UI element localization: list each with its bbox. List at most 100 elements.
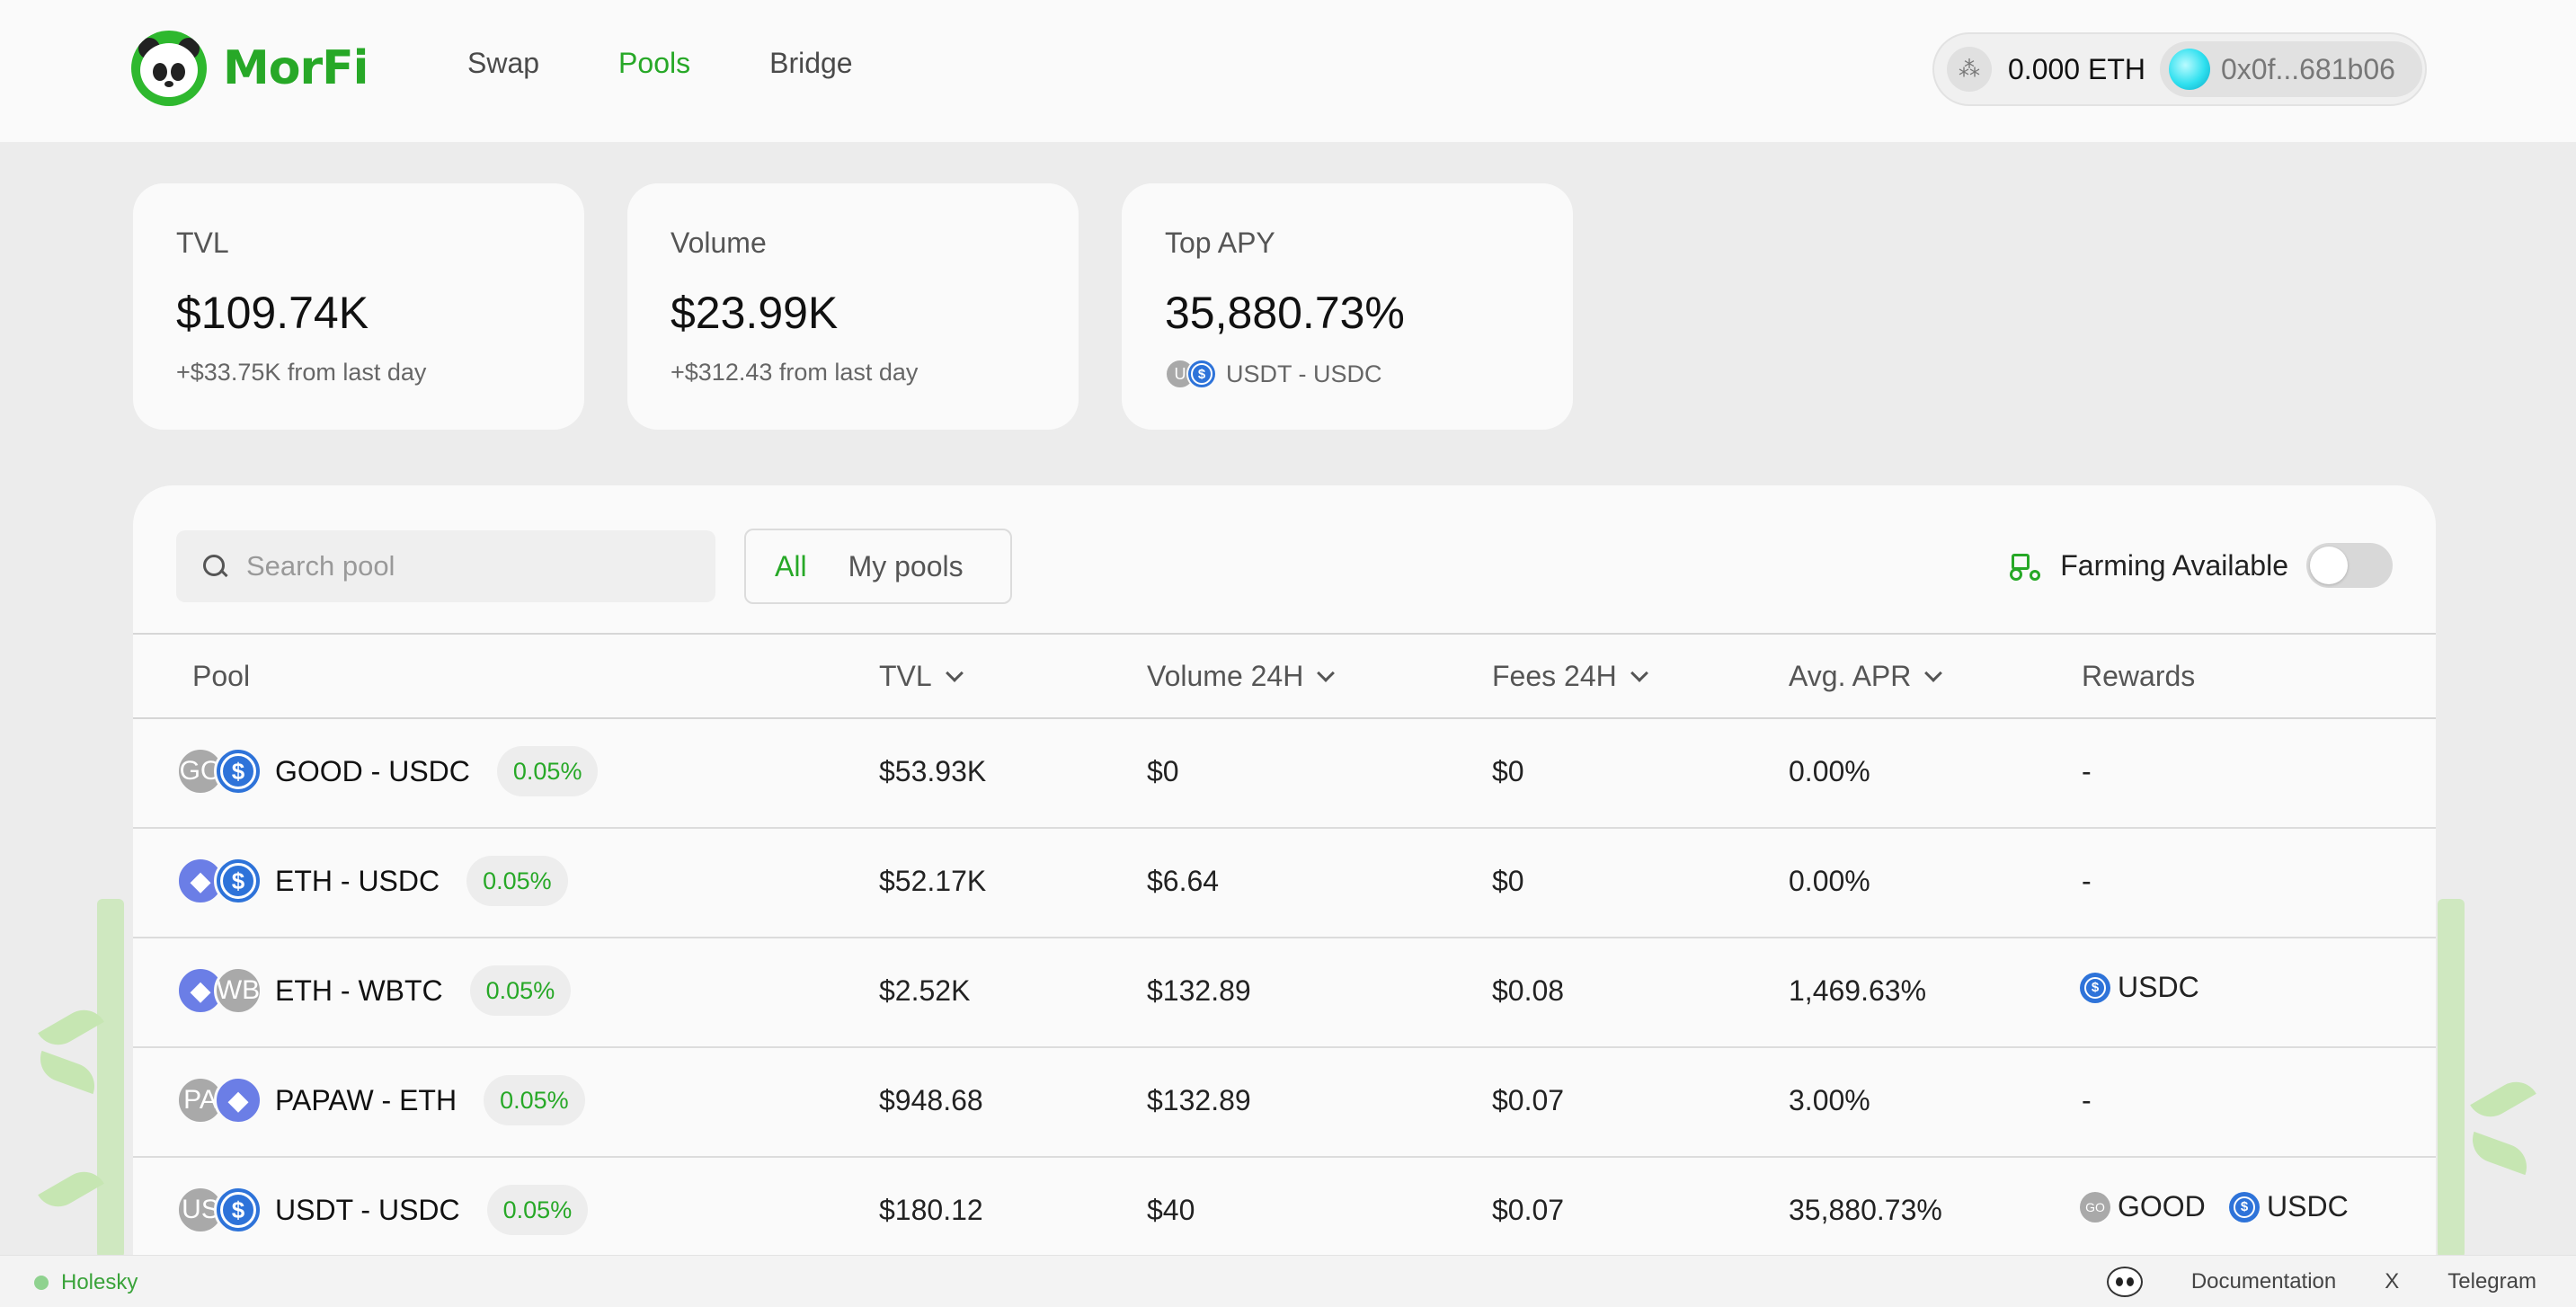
column-apr[interactable]: Avg. APR xyxy=(1789,660,1943,693)
usdc-token-icon: $ xyxy=(214,857,262,905)
pools-panel: All My pools Farming Available Pool TVL … xyxy=(133,485,2436,1307)
fee-tier-badge: 0.05% xyxy=(484,1075,585,1125)
fee-tier-badge: 0.05% xyxy=(486,1185,589,1235)
chevron-down-icon xyxy=(1630,663,1648,682)
pair-icons: ◆ $ xyxy=(176,857,262,905)
usdc-token-icon: $ xyxy=(214,747,262,796)
fees-cell: $0.08 xyxy=(1492,974,1565,1007)
chevron-down-icon xyxy=(945,663,964,682)
tvl-card: TVL $109.74K +$33.75K from last day xyxy=(133,183,584,430)
tvl-cell: $52.17K xyxy=(879,865,987,897)
table-row[interactable]: US $ USDT - USDC 0.05% $180.12 $40 $0.07… xyxy=(133,1158,2436,1267)
account-address: 0x0f...681b06 xyxy=(2220,52,2395,85)
pool-name: ETH - WBTC xyxy=(275,974,443,1007)
reward-token: GO GOOD xyxy=(2080,1190,2206,1223)
tvl-cell: $2.52K xyxy=(879,974,971,1007)
table-row[interactable]: PA ◆ PAPAW - ETH 0.05% $948.68 $132.89 $… xyxy=(133,1048,2436,1158)
column-rewards-label: Rewards xyxy=(2082,660,2196,692)
table-row[interactable]: ◆ $ ETH - USDC 0.05% $52.17K $6.64 $0 0.… xyxy=(133,829,2436,938)
brand-logo[interactable]: MorFi xyxy=(131,31,369,106)
network-icon[interactable]: ⁂ xyxy=(1947,47,1992,92)
column-volume[interactable]: Volume 24H xyxy=(1147,660,1336,693)
volume-card: Volume $23.99K +$312.43 from last day xyxy=(627,183,1079,430)
volume-cell: $132.89 xyxy=(1147,1084,1251,1116)
eth-token-icon: ◆ xyxy=(214,1076,262,1125)
pool-cell: PA ◆ PAPAW - ETH 0.05% xyxy=(176,1075,585,1125)
bamboo-decoration-right xyxy=(2438,899,2465,1258)
telegram-link[interactable]: Telegram xyxy=(2447,1269,2536,1294)
main-nav: Swap Pools Bridge xyxy=(467,47,853,80)
apr-cell: 3.00% xyxy=(1789,1084,1870,1116)
top-apy-pair-row: U $ USDT - USDC xyxy=(1165,359,1573,389)
tractor-icon xyxy=(2008,550,2044,581)
rewards-cell: - xyxy=(2082,755,2092,787)
leaf-decoration xyxy=(2470,1073,2536,1125)
tab-all[interactable]: All xyxy=(775,549,807,582)
top-apy-pair-icons: U $ xyxy=(1165,359,1217,389)
volume-cell: $6.64 xyxy=(1147,865,1220,897)
column-tvl[interactable]: TVL xyxy=(879,660,964,693)
pool-cell: ◆ $ ETH - USDC 0.05% xyxy=(176,856,568,906)
fee-tier-badge: 0.05% xyxy=(496,746,599,796)
table-row[interactable]: ◆ WB ETH - WBTC 0.05% $2.52K $132.89 $0.… xyxy=(133,938,2436,1048)
reward-token-name: USDC xyxy=(2118,971,2199,1003)
rewards-cell: - xyxy=(2082,1084,2092,1116)
tvl-change: +$33.75K from last day xyxy=(176,359,427,386)
farming-label: Farming Available xyxy=(2060,548,2288,582)
apr-cell: 35,880.73% xyxy=(1789,1194,1942,1226)
nav-pools[interactable]: Pools xyxy=(618,47,691,79)
search-box[interactable] xyxy=(176,530,715,602)
leaf-decoration xyxy=(38,1001,104,1054)
usdt-token-icon: US xyxy=(176,1186,225,1234)
pool-cell: GO $ GOOD - USDC 0.05% xyxy=(176,746,599,796)
tvl-label: TVL xyxy=(176,227,229,259)
tvl-cell: $948.68 xyxy=(879,1084,983,1116)
column-fees[interactable]: Fees 24H xyxy=(1492,660,1648,693)
table-row[interactable]: GO $ GOOD - USDC 0.05% $53.93K $0 $0 0.0… xyxy=(133,719,2436,829)
pair-icons: ◆ WB xyxy=(176,966,262,1015)
pool-cell: ◆ WB ETH - WBTC 0.05% xyxy=(176,965,572,1016)
farming-toggle[interactable] xyxy=(2306,543,2393,588)
wallet-widget[interactable]: ⁂ 0.000 ETH 0x0f...681b06 xyxy=(1932,32,2427,106)
pool-name: GOOD - USDC xyxy=(275,754,470,787)
pair-icons: US $ xyxy=(176,1186,262,1234)
reward-token-name: GOOD xyxy=(2118,1190,2206,1223)
footer-links: Documentation X Telegram xyxy=(2106,1267,2536,1297)
tvl-cell: $53.93K xyxy=(879,755,987,787)
fees-cell: $0 xyxy=(1492,865,1524,897)
search-input[interactable] xyxy=(246,550,696,582)
search-icon xyxy=(201,553,228,580)
table-header: Pool TVL Volume 24H Fees 24H Avg. APR Re… xyxy=(133,633,2436,719)
tab-my-pools[interactable]: My pools xyxy=(848,549,964,582)
account-avatar xyxy=(2168,49,2210,90)
apr-cell: 1,469.63% xyxy=(1789,974,1927,1007)
panda-icon xyxy=(2106,1267,2143,1297)
column-apr-label: Avg. APR xyxy=(1789,660,1912,692)
nav-swap[interactable]: Swap xyxy=(467,47,540,79)
pool-cell: US $ USDT - USDC 0.05% xyxy=(176,1185,589,1235)
top-header: MorFi Swap Pools Bridge ⁂ 0.000 ETH 0x0f… xyxy=(0,0,2576,142)
rewards-cell: - xyxy=(2082,865,2092,897)
documentation-link[interactable]: Documentation xyxy=(2190,1269,2337,1294)
reward-token: $ USDC xyxy=(2229,1190,2349,1223)
wallet-balance: 0.000 ETH xyxy=(2008,52,2145,85)
network-name: Holesky xyxy=(61,1270,138,1294)
usdc-token-icon: $ xyxy=(1186,359,1217,389)
volume-cell: $40 xyxy=(1147,1194,1195,1226)
top-apy-pair-name: USDT - USDC xyxy=(1226,360,1382,387)
nav-bridge[interactable]: Bridge xyxy=(769,47,853,79)
pool-name: USDT - USDC xyxy=(275,1193,460,1226)
pool-name: ETH - USDC xyxy=(275,864,440,897)
column-volume-label: Volume 24H xyxy=(1147,660,1304,692)
column-pool: Pool xyxy=(192,660,250,693)
top-apy-label: Top APY xyxy=(1165,227,1275,259)
leaf-decoration xyxy=(2465,1131,2534,1176)
top-apy-value: 35,880.73% xyxy=(1165,288,1405,338)
account-button[interactable]: 0x0f...681b06 xyxy=(2159,41,2422,97)
column-fees-label: Fees 24H xyxy=(1492,660,1617,692)
volume-change: +$312.43 from last day xyxy=(671,359,919,386)
x-link[interactable]: X xyxy=(2385,1269,2400,1294)
chevron-down-icon xyxy=(1924,663,1943,682)
wbtc-token-icon: WB xyxy=(214,966,262,1015)
leaf-decoration xyxy=(33,1050,102,1095)
